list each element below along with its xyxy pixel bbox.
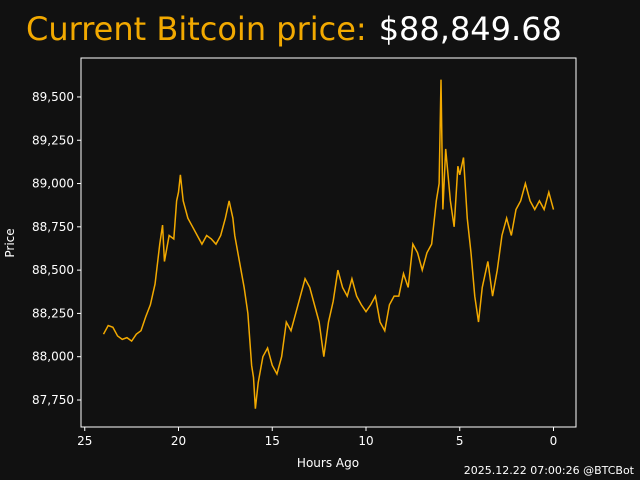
x-tick-label: 5	[456, 434, 464, 448]
x-tick-label: 10	[358, 434, 373, 448]
y-tick-label: 89,500	[32, 90, 74, 104]
y-axis-label: Price	[3, 228, 17, 257]
y-tick-label: 88,250	[32, 306, 74, 320]
x-tick-label: 20	[171, 434, 186, 448]
y-tick-label: 89,000	[32, 177, 74, 191]
y-tick-label: 88,750	[32, 220, 74, 234]
x-tick-label: 0	[550, 434, 558, 448]
chart-title: Current Bitcoin price: $88,849.68	[26, 10, 562, 48]
x-axis-label: Hours Ago	[297, 456, 359, 470]
y-tick-label: 88,500	[32, 263, 74, 277]
x-tick-label: 15	[265, 434, 280, 448]
y-tick-label: 87,750	[32, 393, 74, 407]
footer: 2025.12.22 07:00:26 @BTCBot	[464, 464, 635, 477]
x-tick-label: 25	[77, 434, 92, 448]
price-text: $88,849.68	[379, 10, 562, 48]
plot-frame	[80, 57, 577, 428]
title-text: Current Bitcoin price:	[26, 10, 367, 48]
price-line	[102, 79, 555, 409]
y-tick-label: 88,000	[32, 350, 74, 364]
y-tick-label: 89,250	[32, 133, 74, 147]
